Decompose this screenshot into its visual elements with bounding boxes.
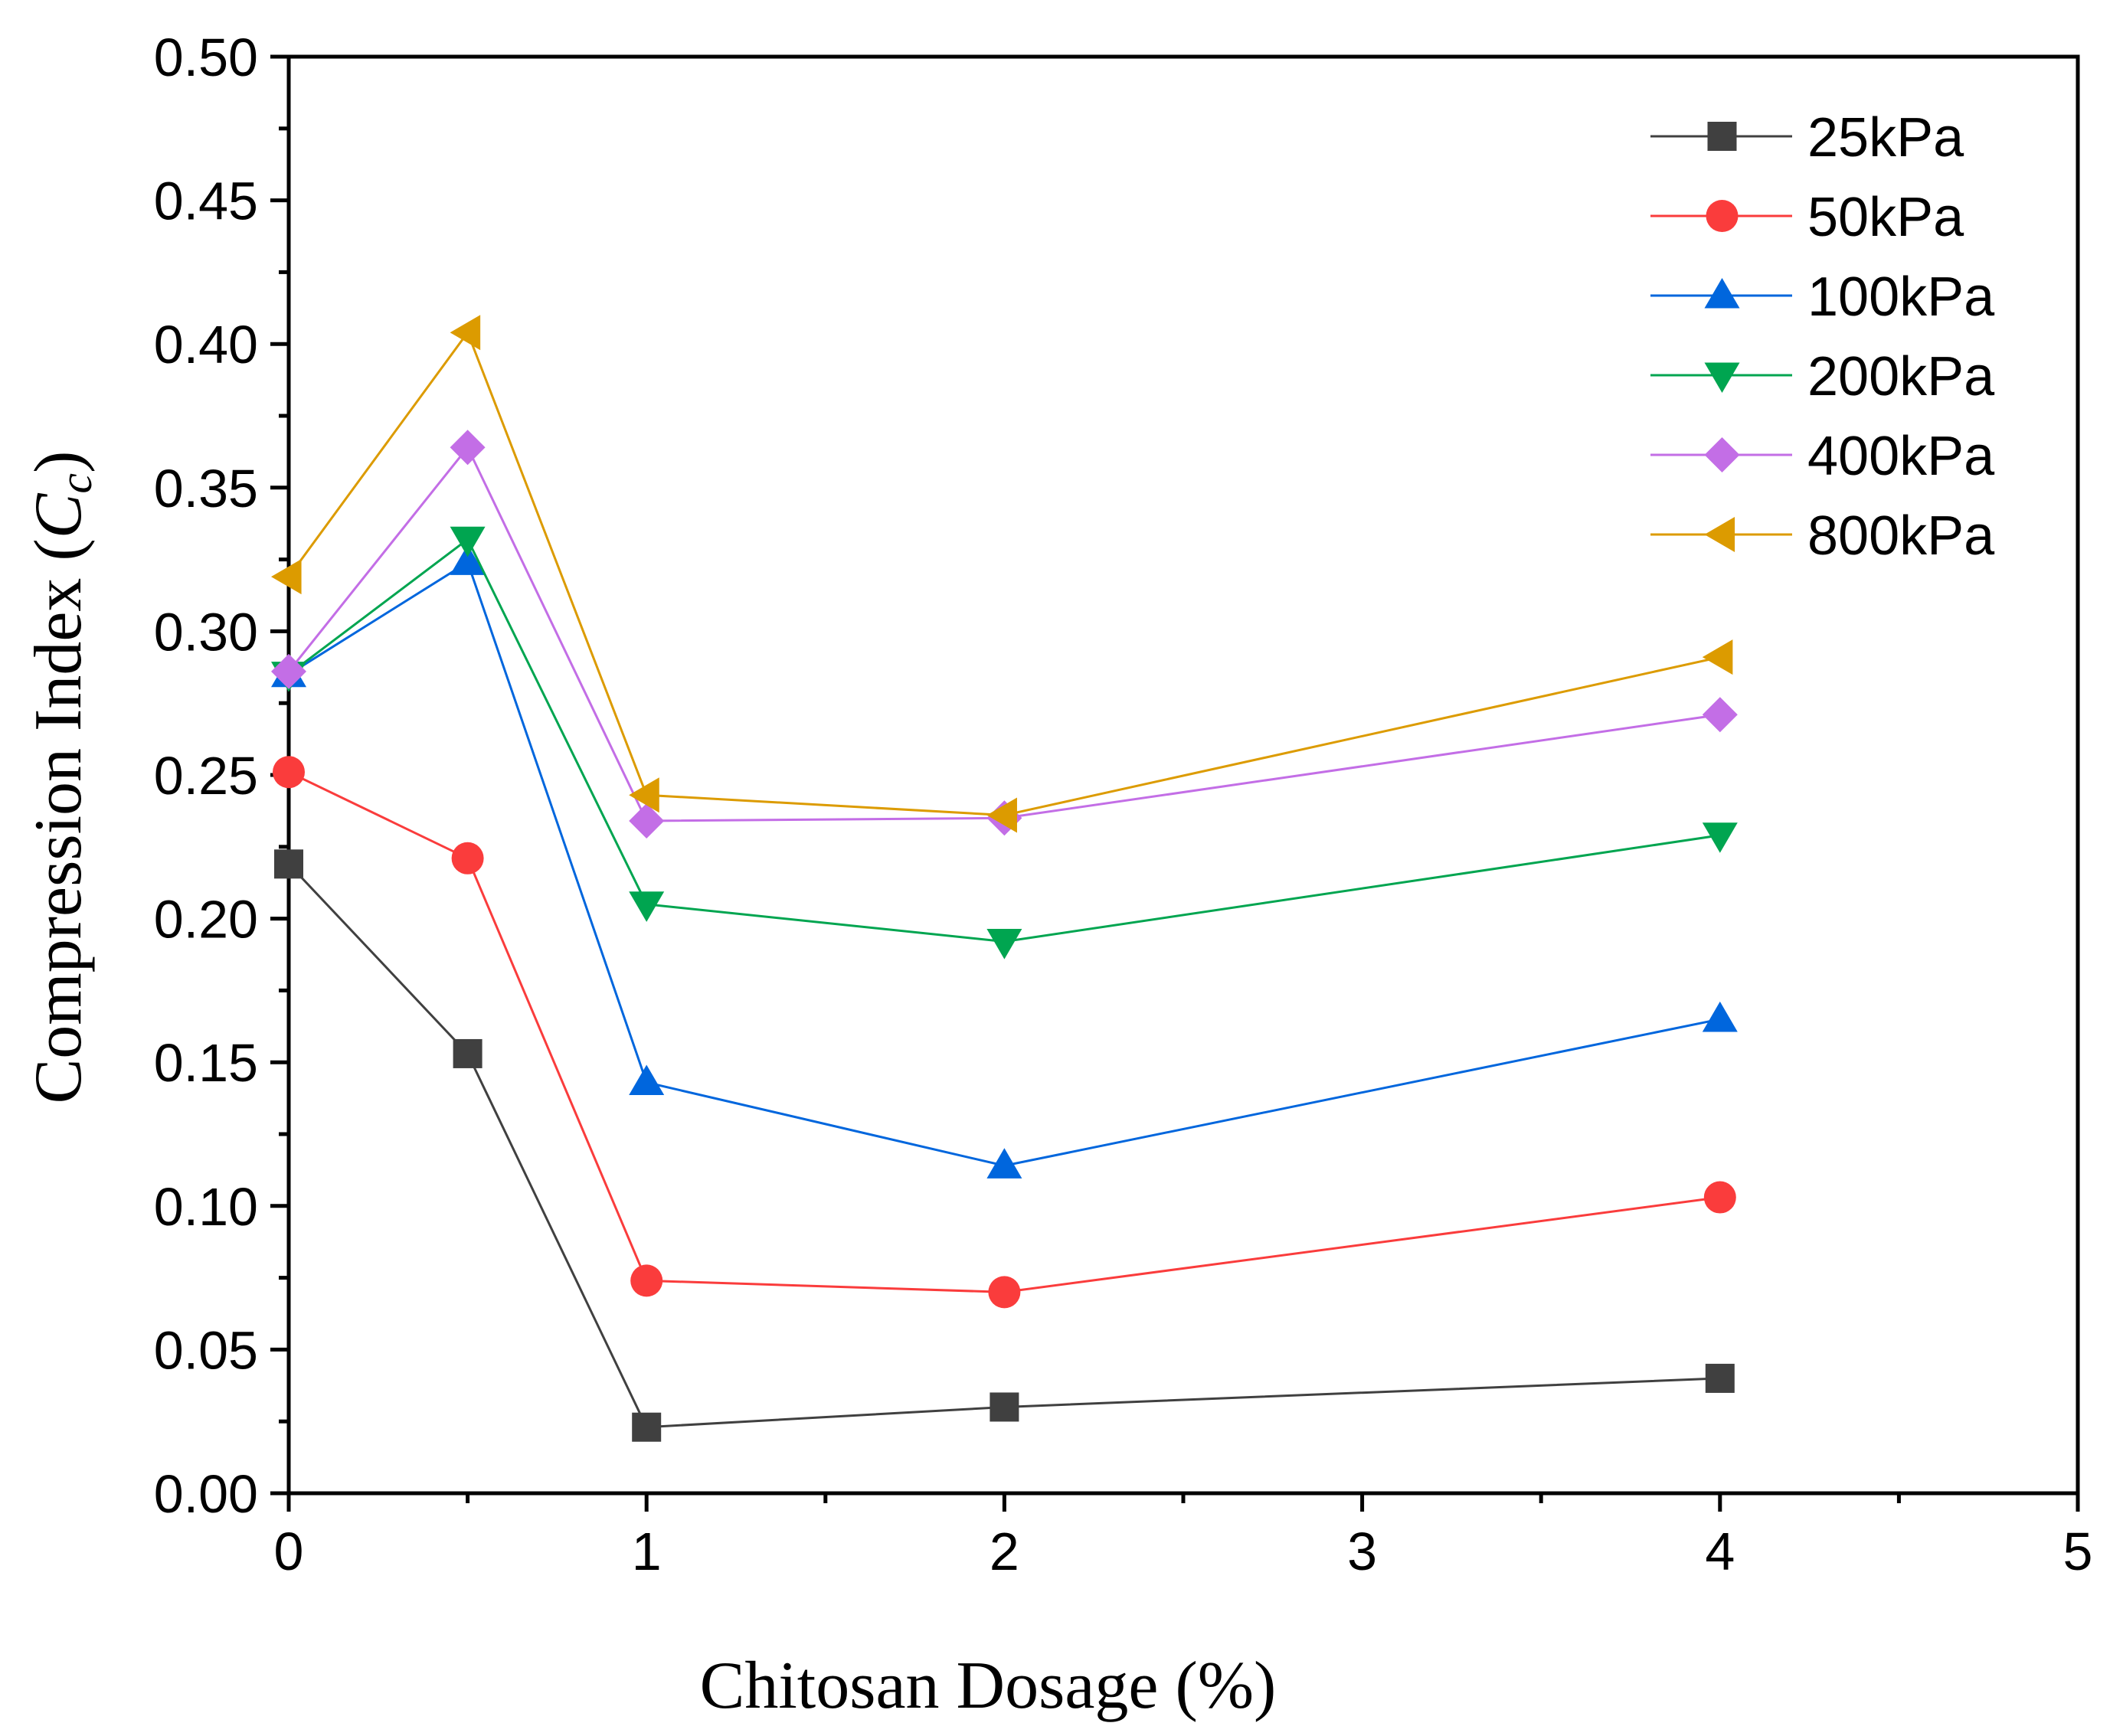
series-25kpa — [274, 849, 1735, 1442]
axis-ticks: 0 1 2 3 4 5 0.00 0.05 0.10 0.15 0.20 0.25 0.30 0.35 0.… — [154, 28, 2093, 1581]
data-point-400kpa — [271, 653, 306, 689]
data-point-100kpa — [1702, 1001, 1738, 1032]
legend-marker-25kpa — [1707, 122, 1737, 151]
series-100kpa — [271, 544, 1738, 1179]
x-axis-title: Chitosan Dosage (%) — [700, 1649, 1277, 1723]
legend-marker-100kpa — [1704, 278, 1740, 309]
data-point-50kpa — [1703, 1181, 1736, 1214]
data-point-50kpa — [630, 1264, 663, 1297]
data-point-800kpa — [1702, 639, 1733, 675]
x-tick-label: 1 — [632, 1522, 662, 1581]
y-tick-label: 0.30 — [154, 602, 258, 662]
legend-label: 100kPa — [1807, 266, 1995, 328]
series-line-200kpa — [288, 538, 1721, 943]
data-point-200kpa — [450, 526, 486, 557]
legend-item-100kpa: 100kPa — [1650, 266, 1995, 328]
y-tick-label: 0.45 — [154, 172, 258, 231]
data-point-25kpa — [990, 1392, 1019, 1422]
series-line-50kpa — [288, 770, 1720, 1293]
legend-label: 200kPa — [1807, 346, 1995, 407]
x-tick-label: 3 — [1347, 1522, 1377, 1581]
data-point-800kpa — [450, 315, 481, 351]
data-point-50kpa — [451, 842, 484, 875]
y-tick-label: 0.25 — [154, 746, 258, 806]
data-point-25kpa — [1705, 1363, 1735, 1393]
legend-label: 25kPa — [1807, 107, 1964, 168]
data-point-800kpa — [986, 797, 1017, 833]
y-tick-label: 0.20 — [154, 890, 258, 950]
legend-item-200kpa: 200kPa — [1650, 346, 1995, 407]
y-tick-label: 0.05 — [154, 1320, 258, 1380]
x-tick-label: 2 — [990, 1522, 1019, 1581]
y-tick-label: 0.50 — [154, 28, 258, 87]
x-tick-label: 4 — [1705, 1522, 1735, 1581]
data-point-100kpa — [986, 1148, 1022, 1179]
data-point-200kpa — [629, 891, 665, 922]
y-tick-label: 0.15 — [154, 1033, 258, 1093]
y-tick-label: 0.40 — [154, 315, 258, 374]
legend-marker-200kpa — [1704, 362, 1740, 393]
y-tick-label: 0.10 — [154, 1177, 258, 1237]
legend-item-50kpa: 50kPa — [1650, 187, 1964, 248]
data-point-400kpa — [450, 430, 486, 466]
data-point-400kpa — [629, 803, 665, 839]
data-point-25kpa — [632, 1412, 662, 1442]
x-tick-label: 0 — [274, 1522, 304, 1581]
series-50kpa — [273, 756, 1736, 1309]
data-point-50kpa — [273, 756, 305, 789]
series-line-800kpa — [287, 330, 1721, 817]
series-group — [271, 315, 1738, 1442]
data-point-100kpa — [450, 544, 486, 575]
legend-item-25kpa: 25kPa — [1650, 107, 1964, 168]
data-point-800kpa — [629, 777, 659, 813]
y-tick-label: 0.35 — [154, 459, 258, 518]
data-point-200kpa — [986, 929, 1022, 960]
legend-label: 400kPa — [1807, 426, 1995, 487]
legend-item-800kpa: 800kPa — [1650, 505, 1995, 567]
legend-marker-50kpa — [1706, 200, 1739, 232]
legend-marker-800kpa — [1704, 517, 1735, 552]
data-point-100kpa — [629, 1064, 665, 1096]
data-point-25kpa — [453, 1038, 483, 1068]
data-point-25kpa — [274, 849, 303, 879]
x-tick-label: 5 — [2063, 1522, 2093, 1581]
series-line-400kpa — [287, 445, 1721, 822]
data-point-200kpa — [1702, 822, 1738, 853]
y-axis-title: Compression Index (Cc) — [21, 451, 101, 1104]
legend-label: 800kPa — [1807, 505, 1995, 567]
series-800kpa — [271, 315, 1733, 833]
legend-label: 50kPa — [1807, 187, 1964, 248]
data-point-800kpa — [271, 559, 302, 595]
legend-item-400kpa: 400kPa — [1650, 426, 1995, 487]
data-point-400kpa — [1702, 697, 1738, 733]
legend-marker-400kpa — [1704, 437, 1740, 472]
series-line-100kpa — [288, 561, 1721, 1167]
data-point-50kpa — [988, 1276, 1021, 1309]
y-tick-label: 0.00 — [154, 1464, 258, 1524]
legend: 25kPa 50kPa 100kPa 200kPa 400kPa 800kPa — [1650, 107, 1995, 567]
series-400kpa — [271, 430, 1738, 839]
